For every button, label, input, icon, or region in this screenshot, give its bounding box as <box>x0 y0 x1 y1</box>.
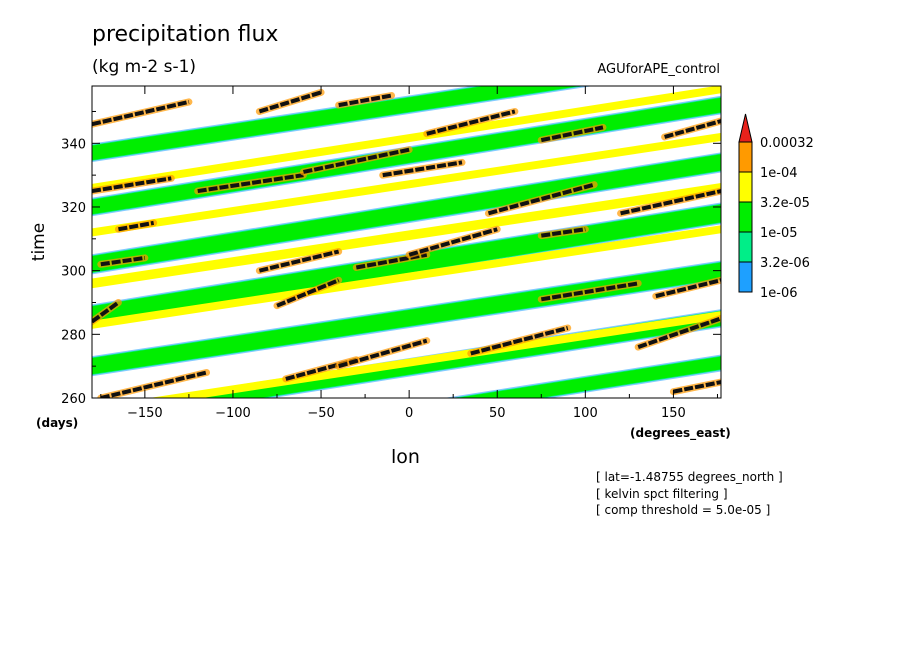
legend-label: 0.00032 <box>760 136 814 151</box>
contour-band <box>92 154 721 273</box>
x-tick-label: −150 <box>127 406 163 421</box>
threshold-segment <box>540 227 586 238</box>
contour-band <box>149 311 721 398</box>
note-threshold: [ comp threshold = 5.0e-05 ] <box>596 503 771 517</box>
note-latitude: [ lat=-1.48755 degrees_north ] <box>596 470 783 484</box>
legend-label: 1e-06 <box>760 286 798 301</box>
threshold-segment <box>258 249 340 273</box>
threshold-segment <box>355 252 428 270</box>
threshold-segment <box>92 176 172 194</box>
threshold-segment <box>673 380 721 394</box>
threshold-segment <box>276 278 340 308</box>
threshold-segment <box>382 160 463 178</box>
threshold-segment <box>92 99 190 127</box>
legend-label: 3.2e-05 <box>760 196 810 211</box>
legend-swatch <box>738 261 753 293</box>
threshold-segment <box>303 147 410 174</box>
y-tick-label: 320 <box>61 201 86 216</box>
contour-band <box>92 132 721 237</box>
chart-units: (kg m-2 s-1) <box>92 57 197 77</box>
legend-label: 3.2e-06 <box>760 256 810 271</box>
threshold-segment <box>338 338 428 369</box>
contour-band <box>92 86 581 161</box>
chart-title: precipitation flux <box>92 22 279 47</box>
legend-label: 1e-05 <box>760 226 798 241</box>
contour-band <box>92 86 721 192</box>
x-tick-label: 100 <box>573 406 598 421</box>
dataset-label: AGUforAPE_control <box>597 62 720 77</box>
x-tick-label: −100 <box>215 406 251 421</box>
x-tick-label: 50 <box>489 406 506 421</box>
y-tick-label: 280 <box>61 328 86 343</box>
threshold-segment <box>620 189 721 216</box>
x-tick-label: −50 <box>307 406 334 421</box>
y-tick-label: 300 <box>61 265 86 280</box>
threshold-segment <box>118 220 155 232</box>
threshold-segment <box>197 173 304 194</box>
y-axis-unit: (days) <box>36 416 79 430</box>
axes: −150 −100 −50 0 50 100 150 260 280 300 320 340 <box>61 86 721 421</box>
threshold-segment <box>100 370 207 398</box>
threshold-segment <box>637 316 721 349</box>
contour-band <box>92 204 721 324</box>
legend-arrow <box>738 113 753 143</box>
y-tick-label: 260 <box>61 392 86 407</box>
legend-label: 1e-04 <box>760 166 798 181</box>
threshold-segment <box>426 109 516 136</box>
note-filtering: [ kelvin spct filtering ] <box>596 487 728 501</box>
contour-band <box>456 356 721 398</box>
threshold-segment <box>100 255 146 267</box>
legend-swatch <box>738 231 753 263</box>
threshold-segment <box>92 300 120 324</box>
contour-band <box>92 183 721 289</box>
contour-band <box>92 225 721 329</box>
color-legend: 0.00032 1e-04 3.2e-05 1e-05 3.2e-06 1e-06 <box>738 113 814 301</box>
x-axis-label: lon <box>391 446 420 468</box>
x-axis-unit: (degrees_east) <box>630 426 731 440</box>
threshold-segment <box>664 119 721 139</box>
threshold-segment <box>338 93 392 108</box>
x-tick-label: 150 <box>661 406 686 421</box>
legend-swatch <box>738 171 753 203</box>
legend-swatch <box>738 141 753 173</box>
threshold-halo <box>255 88 325 115</box>
plot-frame <box>91 85 722 399</box>
threshold-segment <box>487 182 595 216</box>
x-tick-label: 0 <box>405 406 413 421</box>
threshold-segment <box>470 326 569 356</box>
threshold-segment <box>540 125 604 143</box>
threshold-segment <box>408 227 498 257</box>
threshold-segment <box>655 278 721 299</box>
legend-swatch <box>738 201 753 233</box>
y-tick-label: 340 <box>61 137 86 152</box>
threshold-segment <box>540 281 639 302</box>
threshold-segments <box>92 88 721 398</box>
